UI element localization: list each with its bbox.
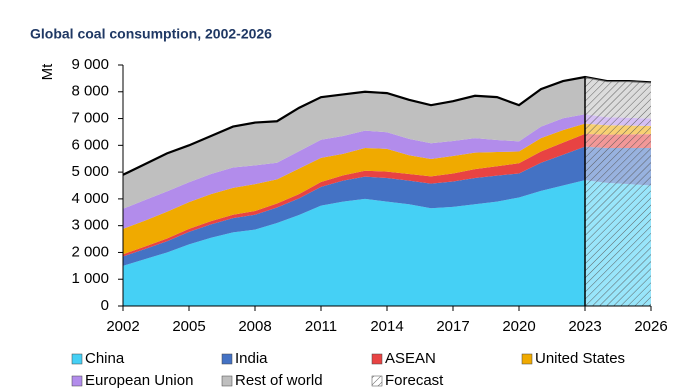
y-tick-label: 1 000	[71, 270, 109, 287]
area	[123, 180, 651, 306]
legend-label: ASEAN	[385, 350, 436, 367]
legend-label: Rest of world	[235, 372, 323, 389]
x-tick-label: 2011	[305, 318, 337, 335]
y-tick-label: 2 000	[71, 243, 109, 260]
x-tick-label: 2020	[502, 318, 535, 335]
legend-swatch	[521, 353, 533, 365]
area	[123, 133, 651, 257]
legend-swatch	[221, 375, 233, 387]
y-tick-label: 0	[101, 297, 109, 314]
legend-swatch	[221, 353, 233, 365]
x-tick-label: 2005	[172, 318, 205, 335]
legend-swatch	[371, 353, 383, 365]
area	[123, 146, 651, 266]
legend-swatch	[71, 353, 83, 365]
y-axis-label: Mt	[39, 63, 56, 80]
x-tick-label: 2026	[634, 318, 667, 335]
y-tick-label: 5 000	[71, 163, 109, 180]
y-tick-label: 7 000	[71, 110, 109, 127]
x-tick-label: 2023	[568, 318, 601, 335]
x-tick-label: 2008	[238, 318, 271, 335]
legend-label: Forecast	[385, 372, 444, 389]
y-tick-label: 9 000	[71, 56, 109, 73]
total-line	[122, 75, 652, 176]
legend-label: United States	[535, 350, 625, 367]
area	[123, 114, 651, 229]
legend-label: China	[85, 350, 125, 367]
y-tick-label: 4 000	[71, 190, 109, 207]
y-tick-label: 3 000	[71, 217, 109, 234]
forecast-region	[585, 77, 651, 306]
area	[123, 77, 651, 209]
legend-swatch	[71, 375, 83, 387]
y-tick-label: 6 000	[71, 136, 109, 153]
chart-title: Global coal consumption, 2002-2026	[30, 26, 272, 42]
area	[123, 123, 651, 255]
legend-label: India	[235, 350, 268, 367]
x-tick-label: 2014	[370, 318, 403, 335]
y-tick-label: 8 000	[71, 83, 109, 100]
legend-swatch	[371, 375, 383, 387]
x-tick-label: 2017	[436, 318, 469, 335]
x-tick-label: 2002	[106, 318, 139, 335]
legend-label: European Union	[85, 372, 193, 389]
